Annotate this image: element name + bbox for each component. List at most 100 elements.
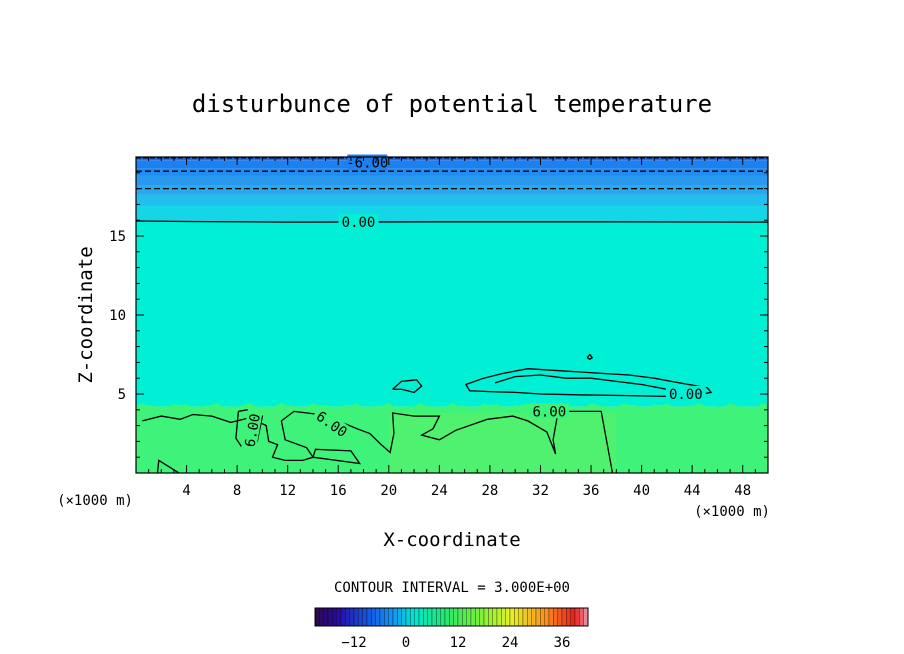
colorbar-cell xyxy=(462,607,467,627)
contour-label: 6.00 xyxy=(532,404,566,420)
contour-label-gap xyxy=(665,386,706,401)
colorbar-cell xyxy=(410,607,415,627)
colorbar-cell xyxy=(518,607,524,627)
field-green-edge xyxy=(136,402,768,412)
colorbar-cell xyxy=(375,607,381,627)
colorbar-tick-label: 0 xyxy=(402,635,410,651)
contour-zero-lower xyxy=(464,368,713,398)
contour-label-group: 0.00 xyxy=(665,386,706,403)
colorbar-cell xyxy=(457,607,463,627)
field-band-3 xyxy=(136,175,768,186)
colorbar-cell xyxy=(384,607,389,627)
colorbar-cell xyxy=(436,607,441,627)
colorbar-cell xyxy=(336,607,342,627)
colorbar-tick-label: 24 xyxy=(502,635,519,651)
x-tick-label: 20 xyxy=(380,483,397,499)
y-tick-label: 10 xyxy=(109,308,126,324)
colorbar-cell xyxy=(522,607,528,627)
colorbar-frame xyxy=(314,607,589,627)
y-unit-label: (×1000 m) xyxy=(57,493,133,509)
colorbar-cell xyxy=(527,607,532,627)
contour-label-group: 6.00 xyxy=(240,409,264,452)
field-band-2 xyxy=(136,168,768,176)
colorbar-cell xyxy=(427,607,433,627)
colorbar-cell xyxy=(323,607,329,627)
x-tick-label: 24 xyxy=(431,483,448,499)
contour-zero-speck xyxy=(586,353,594,360)
colorbar-cell xyxy=(583,607,589,627)
colorbar-cell xyxy=(479,607,485,627)
contour-label: 0.00 xyxy=(342,215,376,231)
contour-zero-blob xyxy=(392,379,423,394)
colorbar-tick-label: −12 xyxy=(341,635,366,651)
colorbar-cell xyxy=(349,607,355,627)
colorbar-cell xyxy=(453,607,459,627)
colorbar-cell xyxy=(366,607,372,627)
contour-six-left xyxy=(156,459,180,473)
field-band-1 xyxy=(136,160,768,169)
colorbar-cell xyxy=(431,607,437,627)
colorbar-cell xyxy=(501,607,506,627)
colorbar-cell xyxy=(544,607,550,627)
colorbar-cell xyxy=(470,607,476,627)
colorbar-cell xyxy=(345,607,350,627)
contour-label-gap xyxy=(240,409,263,452)
colorbar-cell xyxy=(362,607,368,627)
colorbar-cell xyxy=(440,607,446,627)
colorbar-cell xyxy=(319,607,324,627)
colorbar-cell xyxy=(509,607,515,627)
colorbar-cell xyxy=(392,607,398,627)
colorbar-tick-label: 36 xyxy=(554,635,571,651)
colorbar-cell xyxy=(327,607,333,627)
x-tick-label: 36 xyxy=(583,483,600,499)
contour-labels: -6.000.000.006.006.00 6.00 xyxy=(240,154,706,452)
colorbar-cell xyxy=(405,607,411,627)
contour-label: 6.00 xyxy=(242,412,264,448)
colorbar-cell xyxy=(566,607,571,627)
colorbar-cell xyxy=(535,607,541,627)
contour-interval-note: CONTOUR INTERVAL = 3.000E+00 xyxy=(334,580,570,596)
colorbar-cell xyxy=(579,607,584,627)
x-tick-label: 48 xyxy=(734,483,751,499)
colorbar-cell xyxy=(505,607,511,627)
colorbar-cell xyxy=(423,607,428,627)
colorbar-cell xyxy=(557,607,563,627)
shaded-field xyxy=(136,157,768,473)
x-tick-label: 32 xyxy=(532,483,549,499)
colorbar-cell xyxy=(314,607,320,627)
colorbar-cell xyxy=(540,607,545,627)
colorbar-cell xyxy=(388,607,394,627)
colorbar-cell xyxy=(340,607,346,627)
x-tick-labels: 4 8 12 16 20 24 28 32 36 40 44 48 xyxy=(182,483,751,499)
colorbar-cell xyxy=(531,607,537,627)
colorbar-cell xyxy=(353,607,359,627)
colorbar-tick-labels: −12 0 12 24 36 xyxy=(341,635,570,651)
colorbar-cell xyxy=(401,607,407,627)
x-tick-label: 4 xyxy=(182,483,190,499)
y-tick-label: 15 xyxy=(109,229,126,245)
colorbar-cell xyxy=(496,607,502,627)
field-band-4 xyxy=(136,185,768,195)
x-unit-label: (×1000 m) xyxy=(694,504,770,520)
colorbar-cell xyxy=(514,607,519,627)
contour-label-gap xyxy=(338,213,379,229)
field-green-light xyxy=(388,413,617,473)
x-axis-label: X-coordinate xyxy=(383,529,520,551)
x-tick-label: 28 xyxy=(481,483,498,499)
contour-label-gap xyxy=(529,403,570,419)
colorbar-cell xyxy=(379,607,385,627)
contour-label: -6.00 xyxy=(346,156,388,172)
colorbar-cell xyxy=(449,607,454,627)
colorbar-tick-label: 12 xyxy=(450,635,467,651)
axis-ticks xyxy=(135,156,769,474)
y-tick-label: 5 xyxy=(118,387,126,403)
colorbar-cell xyxy=(483,607,489,627)
x-tick-label: 8 xyxy=(233,483,241,499)
field-band-6 xyxy=(136,205,768,222)
contour-label-gap xyxy=(311,405,353,442)
contour-label-group: 0.00 xyxy=(338,213,379,231)
colorbar-cell xyxy=(414,607,420,627)
colorbar-cell xyxy=(553,607,558,627)
x-tick-label: 16 xyxy=(330,483,347,499)
colorbar-cell xyxy=(488,607,493,627)
